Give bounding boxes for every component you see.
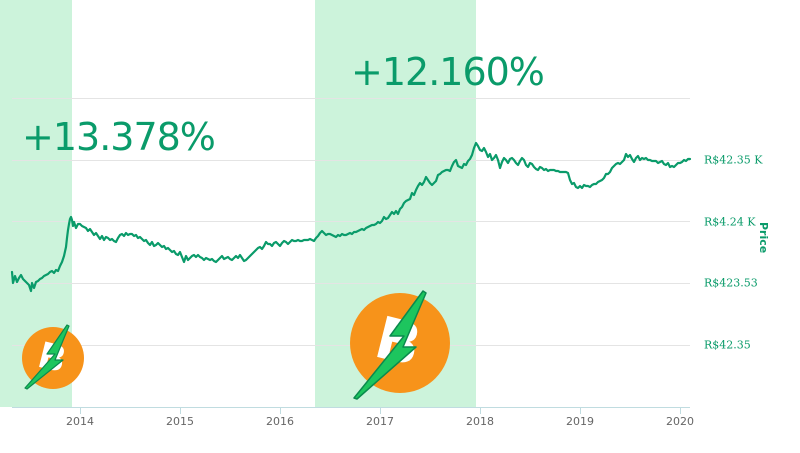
x-tick-label: 2018 (466, 415, 494, 428)
x-tick-label: 2014 (66, 415, 94, 428)
bitcoin-lightning-icon-large: B (350, 290, 450, 400)
x-tick-label: 2019 (566, 415, 594, 428)
bitcoin-lightning-icon: B (22, 324, 84, 390)
x-tick-label: 2020 (666, 415, 694, 428)
y-tick-label: R$42.35 (704, 338, 751, 352)
x-axis (12, 407, 690, 414)
y-tick-label: R$42.35 K (704, 153, 763, 167)
gridlines (12, 98, 690, 346)
x-tick-label: 2015 (166, 415, 194, 428)
x-tick-label: 2017 (366, 415, 394, 428)
x-tick-label: 2016 (266, 415, 294, 428)
price-line (10, 141, 692, 293)
y-tick-label: R$4.24 K (704, 215, 756, 229)
y-tick-label: R$423.53 (704, 276, 758, 290)
y-axis-title: Price (757, 222, 770, 254)
gain-annotation-2013: +13.378% (22, 115, 216, 159)
gain-annotation-2016-2017: +12.160% (351, 50, 545, 94)
